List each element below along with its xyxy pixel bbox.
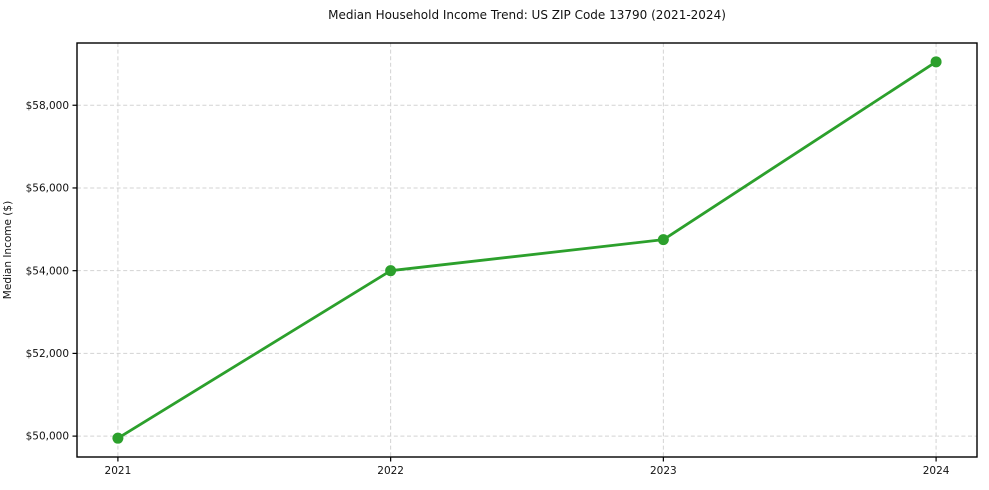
- data-point: [112, 432, 124, 444]
- x-tick-label: 2024: [923, 465, 950, 477]
- y-tick-label: $58,000: [26, 100, 69, 112]
- y-tick-label: $56,000: [26, 183, 69, 195]
- data-point: [385, 265, 397, 277]
- trend-line: [116, 60, 938, 440]
- chart-title: Median Household Income Trend: US ZIP Co…: [328, 8, 726, 22]
- data-point: [657, 234, 669, 246]
- y-tick-label: $52,000: [26, 348, 69, 360]
- x-tick-label: 2023: [650, 465, 677, 477]
- axes-frame: [76, 42, 978, 458]
- y-tick-label: $54,000: [26, 265, 69, 277]
- data-point: [930, 56, 942, 68]
- x-tick-label: 2021: [105, 465, 132, 477]
- y-tick-label: $50,000: [26, 431, 69, 443]
- x-tick-label: 2022: [377, 465, 404, 477]
